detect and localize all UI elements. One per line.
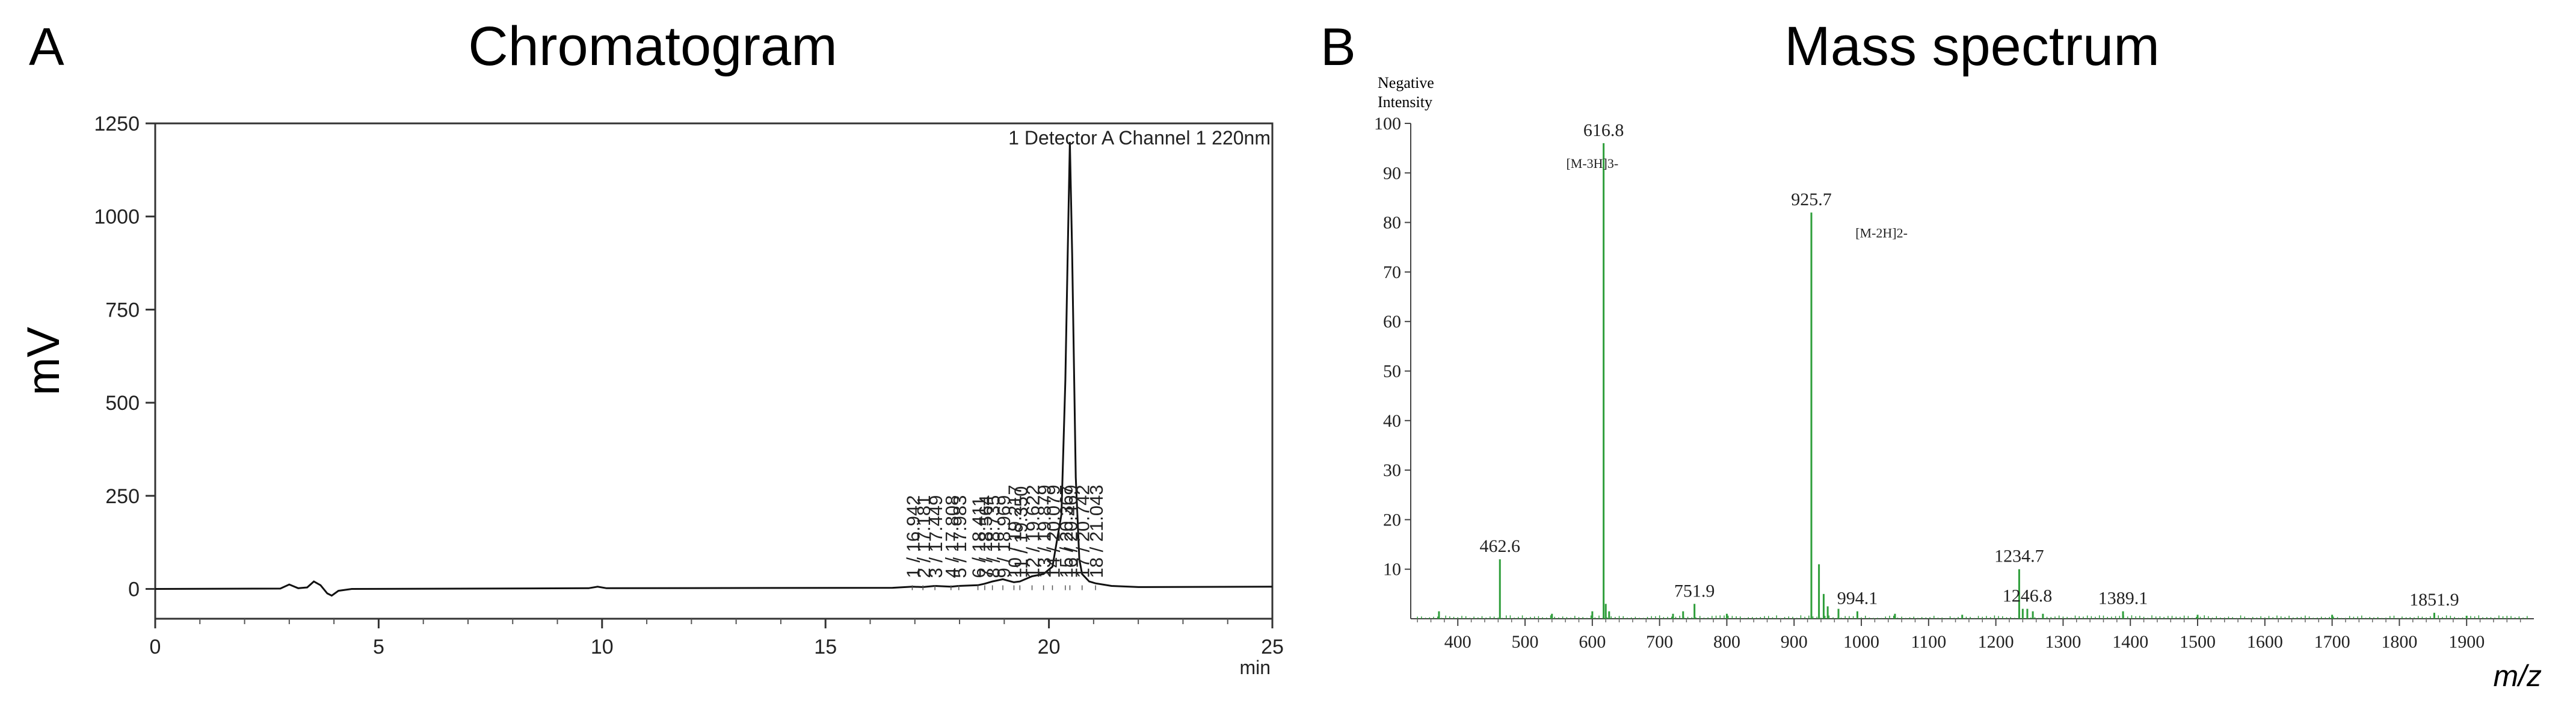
panel-b-letter: B — [1320, 17, 1356, 76]
peak-label-17: 17 / 20.742 — [1073, 485, 1094, 578]
peak-label-11: 11 / 19.350 — [1010, 486, 1031, 578]
x-tick-label-4: 20 — [1038, 636, 1061, 658]
x-tick-label-2: 10 — [591, 636, 614, 658]
chromatogram-xunit: min — [1239, 657, 1271, 678]
mz-tick-label-7: 1100 — [1911, 632, 1946, 652]
ion-annotation-1: [M-2H]2- — [1855, 225, 1908, 240]
ion-annotation-0: [M-3H]3- — [1566, 156, 1618, 171]
panel-a-ylabel: mV — [18, 327, 69, 395]
mz-tick-label-4: 800 — [1713, 632, 1740, 652]
x-tick-label-0: 0 — [150, 636, 161, 658]
spectrum-mode-line2: Intensity — [1378, 93, 1432, 111]
mz-label-462.6: 462.6 — [1479, 536, 1520, 556]
y-tick-label-0: 0 — [128, 578, 140, 601]
mz-tick-label-3: 700 — [1646, 632, 1673, 652]
int-tick-label-3: 40 — [1383, 411, 1401, 431]
spectrum-peak-labels: 462.6 616.8 751.9 925.7 994.1 1234.7 1246.8 138… — [1479, 120, 2459, 610]
int-tick-label-5: 60 — [1383, 312, 1401, 332]
chromatogram-frame — [154, 122, 1274, 620]
mz-label-1246.8: 1246.8 — [2003, 586, 2053, 606]
peak-label-9: 9 / 18.969 — [993, 495, 1014, 578]
mz-tick-label-2: 600 — [1579, 632, 1606, 652]
detector-annotation: 1 Detector A Channel 1 220nm — [1008, 127, 1271, 149]
y-tick-label-3: 750 — [105, 299, 140, 321]
mz-label-925.7: 925.7 — [1791, 190, 1832, 209]
peak-label-4: 4 / 17.808 — [941, 495, 963, 578]
spectrum-xlabel: m/z — [2493, 659, 2542, 693]
int-tick-label-8: 90 — [1383, 163, 1401, 183]
peak-label-6: 6 / 18.411 — [969, 497, 990, 578]
peak-label-15: 15 / 20.367 — [1056, 485, 1077, 578]
mz-label-1234.7: 1234.7 — [1994, 547, 2044, 566]
spectrum-mode-line1: Negative — [1378, 74, 1434, 91]
mz-tick-label-14: 1800 — [2381, 632, 2417, 652]
peak-label-5: 5 / 17.983 — [949, 495, 970, 578]
mz-tick-label-0: 400 — [1444, 632, 1471, 652]
peak-label-14: 14 / 20.079 — [1043, 485, 1064, 578]
panel-a-letter: A — [29, 17, 64, 76]
mz-label-994.1: 994.1 — [1837, 589, 1878, 608]
mz-tick-label-13: 1700 — [2314, 632, 2350, 652]
mz-label-751.9: 751.9 — [1674, 581, 1715, 601]
mz-tick-label-6: 1000 — [1843, 632, 1879, 652]
y-tick-label-4: 1000 — [94, 206, 140, 229]
chromatogram-trace — [155, 141, 1273, 597]
peak-label-2: 2 / 17.181 — [913, 495, 934, 578]
int-tick-label-7: 80 — [1383, 213, 1401, 233]
panel-b-title: Mass spectrum — [1784, 16, 2160, 77]
spectrum-ticks: 400 500 600 700 800 900 1000 1100 1200 1300 1400 15… — [1374, 114, 2521, 652]
int-tick-label-6: 70 — [1383, 262, 1401, 282]
peak-label-13: 13 / 19.879 — [1034, 485, 1055, 578]
peak-label-16: 16 / 20.469 — [1060, 485, 1081, 578]
mz-tick-label-10: 1400 — [2112, 632, 2148, 652]
x-tick-label-5: 25 — [1261, 636, 1284, 658]
x-tick-label-1: 5 — [373, 636, 384, 658]
int-tick-label-1: 20 — [1383, 510, 1401, 530]
mz-tick-label-8: 1200 — [1978, 632, 2014, 652]
x-tick-label-3: 15 — [814, 636, 837, 658]
spectrum-peaks — [1417, 143, 2528, 619]
mass-spectrum-plot: 400 500 600 700 800 900 1000 1100 1200 1300 1400 15… — [1374, 114, 2542, 693]
mz-tick-label-9: 1300 — [2045, 632, 2081, 652]
peak-label-12: 12 / 19.622 — [1023, 485, 1044, 578]
int-tick-label-9: 100 — [1374, 114, 1401, 134]
mz-label-1389.1: 1389.1 — [2098, 589, 2148, 608]
peak-label-3: 3 / 17.449 — [925, 495, 946, 578]
mz-tick-label-1: 500 — [1512, 632, 1539, 652]
y-tick-label-5: 1250 — [94, 113, 140, 135]
mz-label-1851.9: 1851.9 — [2409, 590, 2459, 610]
int-tick-label-2: 30 — [1383, 460, 1401, 480]
int-tick-label-0: 10 — [1383, 560, 1401, 580]
mz-tick-label-5: 900 — [1781, 632, 1808, 652]
int-tick-label-4: 50 — [1383, 362, 1401, 382]
mz-tick-label-15: 1900 — [2448, 632, 2485, 652]
y-tick-label-1: 250 — [105, 485, 140, 508]
peak-label-10: 10 / 19.217 — [1004, 485, 1025, 578]
mz-tick-label-12: 1600 — [2247, 632, 2283, 652]
peak-label-8: 8 / 18.735 — [983, 495, 1004, 578]
mz-tick-label-11: 1500 — [2180, 632, 2216, 652]
peak-label-7: 7 / 18.564 — [975, 495, 996, 578]
mz-label-616.8: 616.8 — [1583, 120, 1624, 140]
panel-a-title: Chromatogram — [468, 16, 837, 77]
peak-label-18: 18 / 21.043 — [1086, 485, 1107, 578]
y-tick-label-2: 500 — [105, 392, 140, 415]
peak-label-1: 1 / 16.942 — [903, 495, 924, 578]
